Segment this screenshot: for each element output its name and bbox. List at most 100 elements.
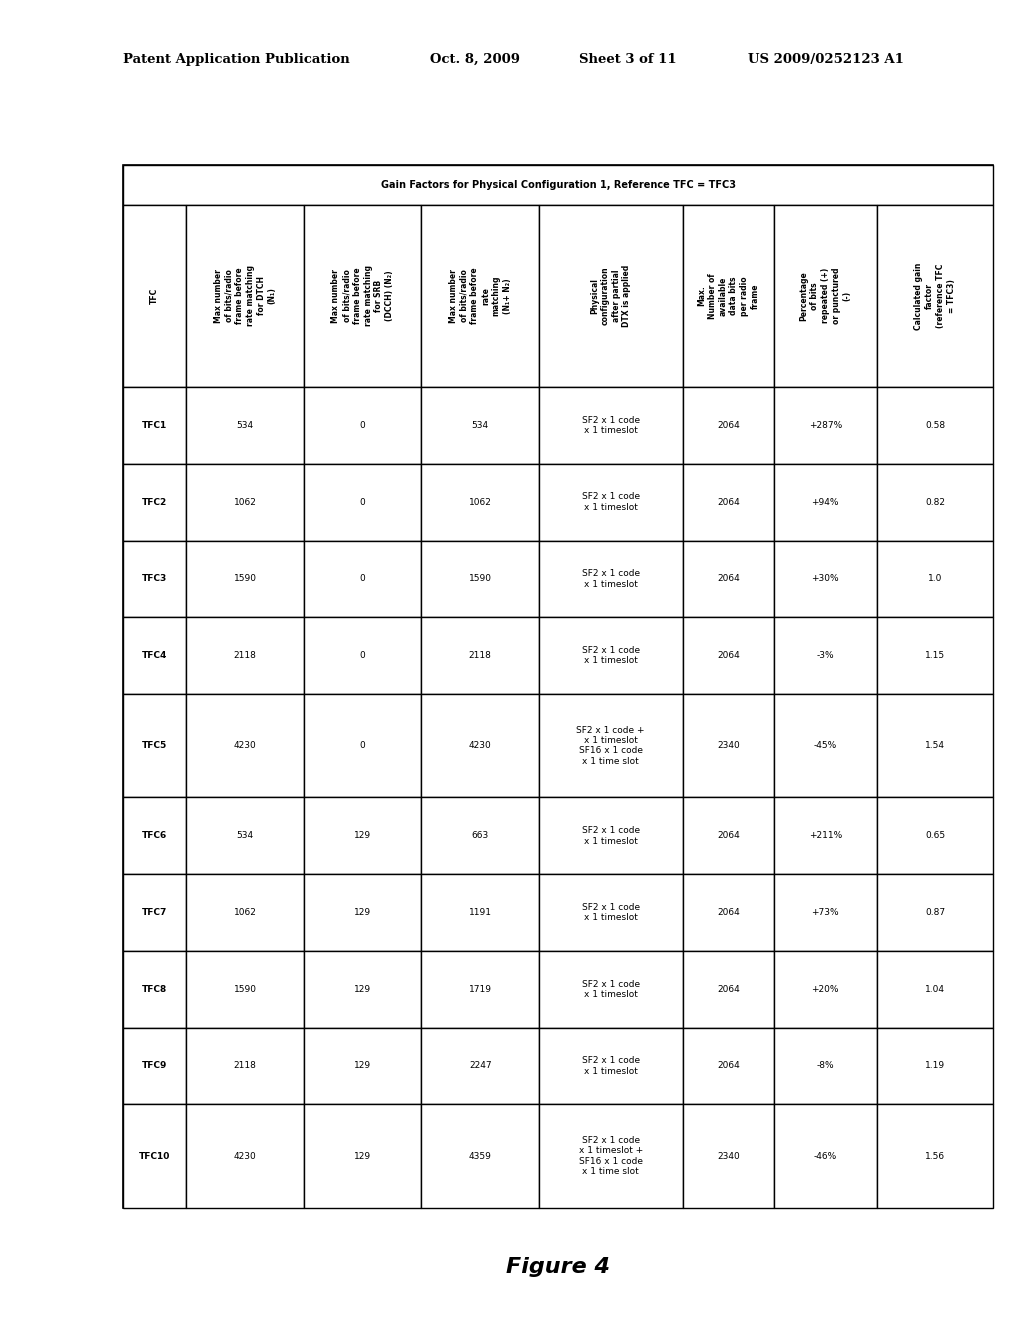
Bar bbox=[304, 540, 422, 618]
Bar bbox=[422, 694, 539, 797]
Bar bbox=[422, 463, 539, 540]
Text: Figure 4: Figure 4 bbox=[506, 1257, 610, 1278]
Bar bbox=[422, 387, 539, 463]
Text: TFC10: TFC10 bbox=[139, 1151, 170, 1160]
Text: 129: 129 bbox=[354, 1061, 372, 1071]
Bar bbox=[186, 874, 304, 950]
Bar bbox=[877, 950, 993, 1027]
Text: 0: 0 bbox=[359, 498, 366, 507]
Text: +30%: +30% bbox=[811, 574, 839, 583]
Bar bbox=[304, 1105, 422, 1208]
Bar bbox=[123, 1027, 186, 1105]
Text: 1.19: 1.19 bbox=[925, 1061, 945, 1071]
Text: 0: 0 bbox=[359, 421, 366, 430]
Bar bbox=[683, 694, 774, 797]
Bar bbox=[186, 1105, 304, 1208]
Text: TFC7: TFC7 bbox=[142, 908, 167, 917]
Text: 4230: 4230 bbox=[233, 1151, 257, 1160]
Text: Oct. 8, 2009: Oct. 8, 2009 bbox=[430, 53, 520, 66]
Text: -45%: -45% bbox=[814, 742, 837, 750]
Text: TFC1: TFC1 bbox=[142, 421, 167, 430]
Bar bbox=[539, 387, 683, 463]
Bar bbox=[123, 165, 993, 1208]
Text: 2064: 2064 bbox=[717, 574, 739, 583]
Text: 2118: 2118 bbox=[233, 651, 257, 660]
Bar bbox=[683, 874, 774, 950]
Bar bbox=[877, 1027, 993, 1105]
Bar bbox=[123, 165, 993, 205]
Text: 0.82: 0.82 bbox=[925, 498, 945, 507]
Bar bbox=[123, 797, 186, 874]
Text: +94%: +94% bbox=[812, 498, 839, 507]
Bar bbox=[123, 387, 186, 463]
Bar bbox=[422, 1027, 539, 1105]
Bar bbox=[304, 950, 422, 1027]
Text: 0.87: 0.87 bbox=[925, 908, 945, 917]
Text: 2064: 2064 bbox=[717, 985, 739, 994]
Bar bbox=[774, 205, 877, 387]
Bar bbox=[683, 618, 774, 694]
Text: 663: 663 bbox=[472, 832, 488, 841]
Bar bbox=[774, 463, 877, 540]
Text: US 2009/0252123 A1: US 2009/0252123 A1 bbox=[748, 53, 903, 66]
Text: 534: 534 bbox=[237, 832, 254, 841]
Bar bbox=[186, 1027, 304, 1105]
Text: 2064: 2064 bbox=[717, 1061, 739, 1071]
Text: SF2 x 1 code
x 1 timeslot: SF2 x 1 code x 1 timeslot bbox=[582, 979, 640, 999]
Text: TFC5: TFC5 bbox=[142, 742, 167, 750]
Bar bbox=[304, 618, 422, 694]
Bar bbox=[422, 540, 539, 618]
Bar bbox=[774, 540, 877, 618]
Bar bbox=[877, 540, 993, 618]
Text: 129: 129 bbox=[354, 908, 372, 917]
Text: Gain Factors for Physical Configuration 1, Reference TFC = TFC3: Gain Factors for Physical Configuration … bbox=[381, 180, 735, 190]
Bar bbox=[539, 874, 683, 950]
Text: SF2 x 1 code
x 1 timeslot: SF2 x 1 code x 1 timeslot bbox=[582, 492, 640, 512]
Bar bbox=[683, 463, 774, 540]
Text: 1062: 1062 bbox=[469, 498, 492, 507]
Text: Patent Application Publication: Patent Application Publication bbox=[123, 53, 349, 66]
Bar bbox=[683, 1105, 774, 1208]
Text: TFC: TFC bbox=[151, 288, 159, 304]
Text: 2247: 2247 bbox=[469, 1061, 492, 1071]
Bar bbox=[186, 694, 304, 797]
Text: 2340: 2340 bbox=[717, 1151, 739, 1160]
Text: 1719: 1719 bbox=[469, 985, 492, 994]
Bar bbox=[683, 1027, 774, 1105]
Text: 2064: 2064 bbox=[717, 651, 739, 660]
Bar bbox=[877, 874, 993, 950]
Bar bbox=[186, 618, 304, 694]
Text: TFC2: TFC2 bbox=[142, 498, 167, 507]
Text: SF2 x 1 code
x 1 timeslot: SF2 x 1 code x 1 timeslot bbox=[582, 645, 640, 665]
Text: 4359: 4359 bbox=[469, 1151, 492, 1160]
Text: 1.15: 1.15 bbox=[925, 651, 945, 660]
Text: +211%: +211% bbox=[809, 832, 842, 841]
Bar bbox=[539, 205, 683, 387]
Bar bbox=[422, 797, 539, 874]
Text: Max.
Number of
available
data bits
per radio
frame: Max. Number of available data bits per r… bbox=[697, 273, 760, 318]
Bar bbox=[304, 874, 422, 950]
Text: Max number
of bits/radio
frame before
rate matching
for DTCH
(N₁): Max number of bits/radio frame before ra… bbox=[214, 265, 276, 326]
Bar bbox=[123, 1105, 186, 1208]
Bar bbox=[186, 797, 304, 874]
Text: Max number
of bits/radio
frame before
rate
matching
(N₁+ N₂): Max number of bits/radio frame before ra… bbox=[449, 268, 512, 325]
Text: TFC6: TFC6 bbox=[142, 832, 167, 841]
Bar bbox=[539, 463, 683, 540]
Text: +73%: +73% bbox=[811, 908, 839, 917]
Text: 0: 0 bbox=[359, 651, 366, 660]
Text: TFC4: TFC4 bbox=[142, 651, 167, 660]
Text: 1191: 1191 bbox=[469, 908, 492, 917]
Bar bbox=[123, 463, 186, 540]
Text: 534: 534 bbox=[237, 421, 254, 430]
Bar bbox=[683, 950, 774, 1027]
Bar bbox=[774, 874, 877, 950]
Text: 0: 0 bbox=[359, 574, 366, 583]
Text: SF2 x 1 code
x 1 timeslot +
SF16 x 1 code
x 1 time slot: SF2 x 1 code x 1 timeslot + SF16 x 1 cod… bbox=[579, 1137, 643, 1176]
Bar bbox=[539, 797, 683, 874]
Bar bbox=[877, 797, 993, 874]
Bar bbox=[123, 874, 186, 950]
Bar bbox=[774, 1105, 877, 1208]
Bar bbox=[877, 387, 993, 463]
Text: 1.54: 1.54 bbox=[925, 742, 945, 750]
Bar bbox=[422, 205, 539, 387]
